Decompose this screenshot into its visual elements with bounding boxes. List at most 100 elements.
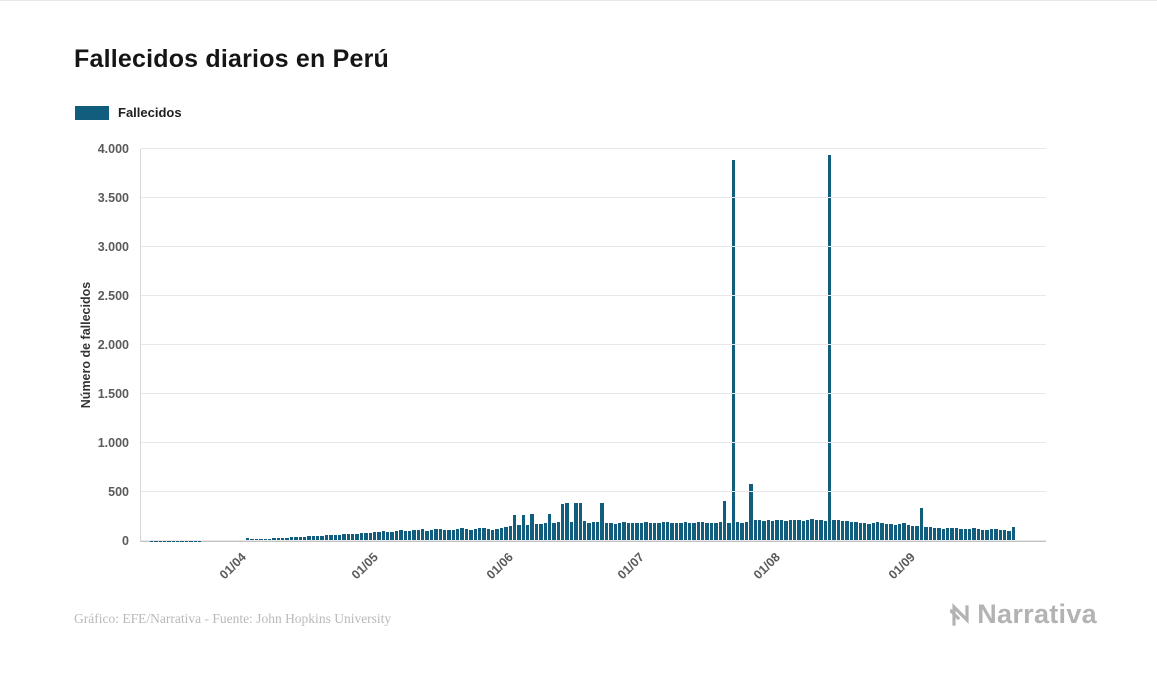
legend: Fallecidos — [75, 105, 182, 120]
bar — [661, 522, 665, 541]
bar — [906, 525, 910, 541]
bar — [762, 520, 766, 541]
bar — [617, 522, 622, 541]
bar — [666, 522, 670, 541]
bar — [753, 520, 757, 541]
x-tick-label: 01/09 — [886, 550, 939, 582]
bar — [731, 159, 735, 541]
bar — [981, 529, 985, 541]
y-tick-label: 3.500 — [97, 191, 129, 205]
bar — [495, 528, 499, 541]
legend-swatch — [75, 105, 109, 120]
bar — [946, 528, 950, 541]
bar — [263, 538, 267, 541]
bar — [486, 529, 490, 541]
bar — [998, 529, 1002, 541]
bar — [744, 522, 749, 541]
source-credit: Gráfico: EFE/Narrativa - Fuente: John Ho… — [74, 611, 392, 626]
bar — [670, 522, 674, 541]
bar — [622, 522, 626, 541]
bar — [714, 522, 718, 541]
bar — [819, 520, 823, 541]
bar — [294, 537, 298, 541]
x-tick-label-text: 01/04 — [217, 550, 250, 583]
bar — [447, 530, 451, 541]
bar — [626, 522, 630, 541]
bar — [307, 536, 311, 541]
bar — [736, 521, 740, 541]
bar — [337, 534, 342, 541]
bar — [600, 502, 604, 541]
bar — [806, 520, 810, 541]
bar — [578, 502, 582, 541]
bar — [364, 533, 368, 541]
bar — [652, 523, 657, 541]
bar — [976, 529, 980, 541]
bar — [412, 530, 416, 541]
x-tick-label: 01/05 — [348, 550, 402, 582]
bar — [526, 524, 530, 541]
legend-label: Fallecidos — [118, 105, 182, 120]
x-tick-label: 01/04 — [217, 550, 270, 582]
bar — [442, 530, 447, 541]
bar — [381, 531, 385, 541]
bar — [631, 523, 635, 541]
bar — [399, 530, 403, 541]
x-tick-label-text: 01/08 — [750, 550, 783, 583]
bar — [657, 522, 661, 541]
bar — [482, 528, 486, 541]
bar — [359, 533, 364, 541]
bar — [407, 531, 412, 541]
bar — [473, 529, 477, 541]
x-tick-label-text: 01/05 — [348, 550, 381, 583]
bar — [792, 519, 797, 541]
narrativa-logo-icon — [950, 602, 974, 627]
bar — [775, 520, 779, 541]
bar — [508, 526, 512, 541]
bar — [556, 522, 560, 541]
bar — [963, 529, 967, 541]
bar — [749, 483, 753, 541]
bar — [692, 522, 696, 541]
bar — [574, 503, 578, 541]
bar — [849, 521, 854, 541]
bar — [561, 503, 565, 541]
bar — [832, 519, 836, 541]
bar — [289, 537, 294, 541]
bar — [911, 525, 915, 541]
bar — [937, 528, 941, 541]
bar — [552, 522, 556, 541]
bar — [648, 522, 652, 541]
gridline — [141, 442, 1046, 443]
y-tick-label: 1.500 — [97, 387, 129, 401]
bar — [757, 519, 762, 541]
gridline — [141, 491, 1046, 492]
y-axis-title: Número de fallecidos — [79, 281, 93, 409]
narrativa-logo: Narrativa — [950, 599, 1097, 630]
bar — [451, 529, 455, 541]
bar — [543, 523, 547, 541]
bar — [687, 522, 692, 541]
bar — [919, 507, 924, 541]
bar — [893, 524, 897, 541]
bar — [267, 538, 272, 541]
y-tick-label: 2.500 — [97, 289, 129, 303]
y-tick-label: 2.000 — [97, 338, 129, 352]
bar — [788, 520, 792, 541]
bar — [333, 534, 337, 541]
bar — [801, 520, 805, 541]
bar — [302, 536, 307, 541]
bar — [954, 528, 959, 541]
bar — [814, 519, 819, 541]
bar — [810, 519, 814, 541]
bar — [932, 527, 937, 541]
bar — [355, 533, 359, 541]
x-tick-label: 01/07 — [615, 550, 668, 582]
bar — [342, 534, 346, 541]
bar — [394, 530, 399, 541]
y-tick-label: 500 — [108, 485, 129, 499]
bar — [434, 529, 438, 541]
bar — [727, 522, 731, 541]
gridline — [141, 344, 1046, 345]
bar — [469, 530, 473, 541]
